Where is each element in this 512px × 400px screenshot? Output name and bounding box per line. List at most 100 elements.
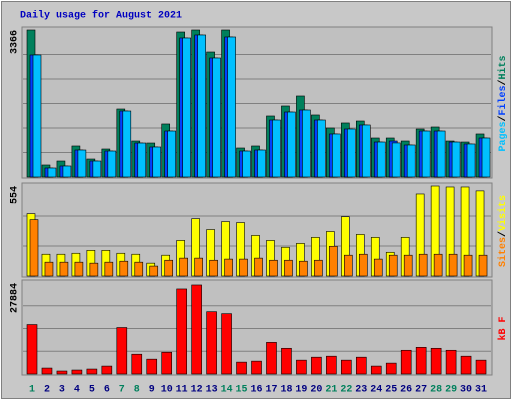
bar (59, 261, 69, 277)
bar (149, 265, 159, 277)
bar (317, 119, 326, 178)
x-tick-label: 20 (310, 385, 322, 396)
bar (284, 259, 293, 277)
bar (302, 109, 311, 178)
y-tick-label: 3366 (10, 30, 21, 54)
bar (77, 149, 87, 178)
bar (146, 358, 158, 375)
bar (329, 245, 338, 277)
bar (242, 150, 251, 178)
bar (415, 347, 427, 375)
bar (391, 142, 401, 178)
bar (197, 34, 206, 178)
bar (451, 141, 461, 178)
bar (388, 254, 398, 277)
bar (287, 111, 296, 178)
bar (71, 369, 83, 375)
x-tick-label: 1 (29, 385, 35, 396)
bar (131, 353, 143, 375)
bar (47, 167, 57, 178)
bar (400, 349, 412, 375)
legend-entry: Files (497, 85, 509, 115)
bar (209, 259, 218, 277)
bar (266, 342, 277, 375)
bar (272, 119, 281, 178)
bar (224, 258, 233, 277)
bar (101, 365, 113, 375)
bar (164, 259, 174, 277)
x-tick-label: 27 (415, 385, 427, 396)
y-tick-label: 27884 (10, 283, 21, 313)
x-tick-label: 2 (44, 385, 50, 396)
legend-entry: Hits (497, 55, 509, 79)
bar (119, 260, 129, 277)
bar (176, 288, 187, 375)
bar (104, 261, 114, 277)
x-tick-label: 13 (206, 385, 218, 396)
plot-area (21, 182, 493, 278)
x-tick-label: 12 (191, 385, 203, 396)
bar (373, 258, 383, 277)
x-tick-label: 18 (280, 385, 292, 396)
bar (403, 254, 413, 277)
x-tick-label: 23 (355, 385, 367, 396)
bar (355, 356, 367, 375)
x-tick-label: 5 (89, 385, 95, 396)
x-tick-label: 15 (236, 385, 248, 396)
bar (347, 128, 356, 178)
bar (344, 254, 353, 277)
x-tick-label: 24 (370, 385, 382, 396)
bar (311, 356, 322, 375)
x-tick-label: 6 (104, 385, 110, 396)
x-tick-label: 8 (134, 385, 140, 396)
bar (448, 253, 458, 277)
x-tick-label: 14 (221, 385, 233, 396)
bar (122, 110, 132, 178)
x-tick-label: 4 (74, 385, 80, 396)
x-tick-label: 26 (400, 385, 412, 396)
bar (239, 258, 248, 277)
x-tick-label: 28 (430, 385, 442, 396)
bar (44, 261, 54, 277)
bar (376, 141, 386, 178)
bar (41, 367, 53, 375)
bar (194, 257, 203, 277)
y-tick-label: 554 (10, 186, 21, 204)
bar (251, 360, 262, 375)
bar (89, 262, 99, 277)
bar (269, 259, 278, 277)
x-tick-label: 25 (385, 385, 397, 396)
bar (475, 359, 487, 375)
bar (281, 347, 292, 375)
plot-area (21, 279, 493, 376)
bar (92, 160, 102, 178)
bar (29, 219, 39, 277)
bar (299, 260, 308, 277)
legend-separator: / (497, 116, 509, 122)
legend-entry: Visits (497, 195, 509, 231)
bar (167, 130, 177, 178)
bar (341, 359, 352, 375)
bar (191, 284, 202, 375)
x-tick-label: 10 (161, 385, 173, 396)
x-tick-label: 3 (59, 385, 65, 396)
bar (227, 36, 236, 178)
bar (86, 368, 98, 375)
bar (430, 347, 442, 375)
bar (326, 355, 337, 375)
x-tick-label: 11 (176, 385, 188, 396)
x-tick-label: 7 (119, 385, 125, 396)
bar (74, 261, 84, 277)
x-tick-label: 17 (265, 385, 277, 396)
bar (466, 143, 476, 178)
bar (212, 57, 221, 178)
bar (179, 257, 188, 277)
bar (56, 370, 68, 375)
bar (221, 313, 232, 375)
x-tick-label: 9 (149, 385, 155, 396)
bar (134, 261, 144, 277)
bar (463, 254, 473, 277)
bar (116, 327, 128, 375)
